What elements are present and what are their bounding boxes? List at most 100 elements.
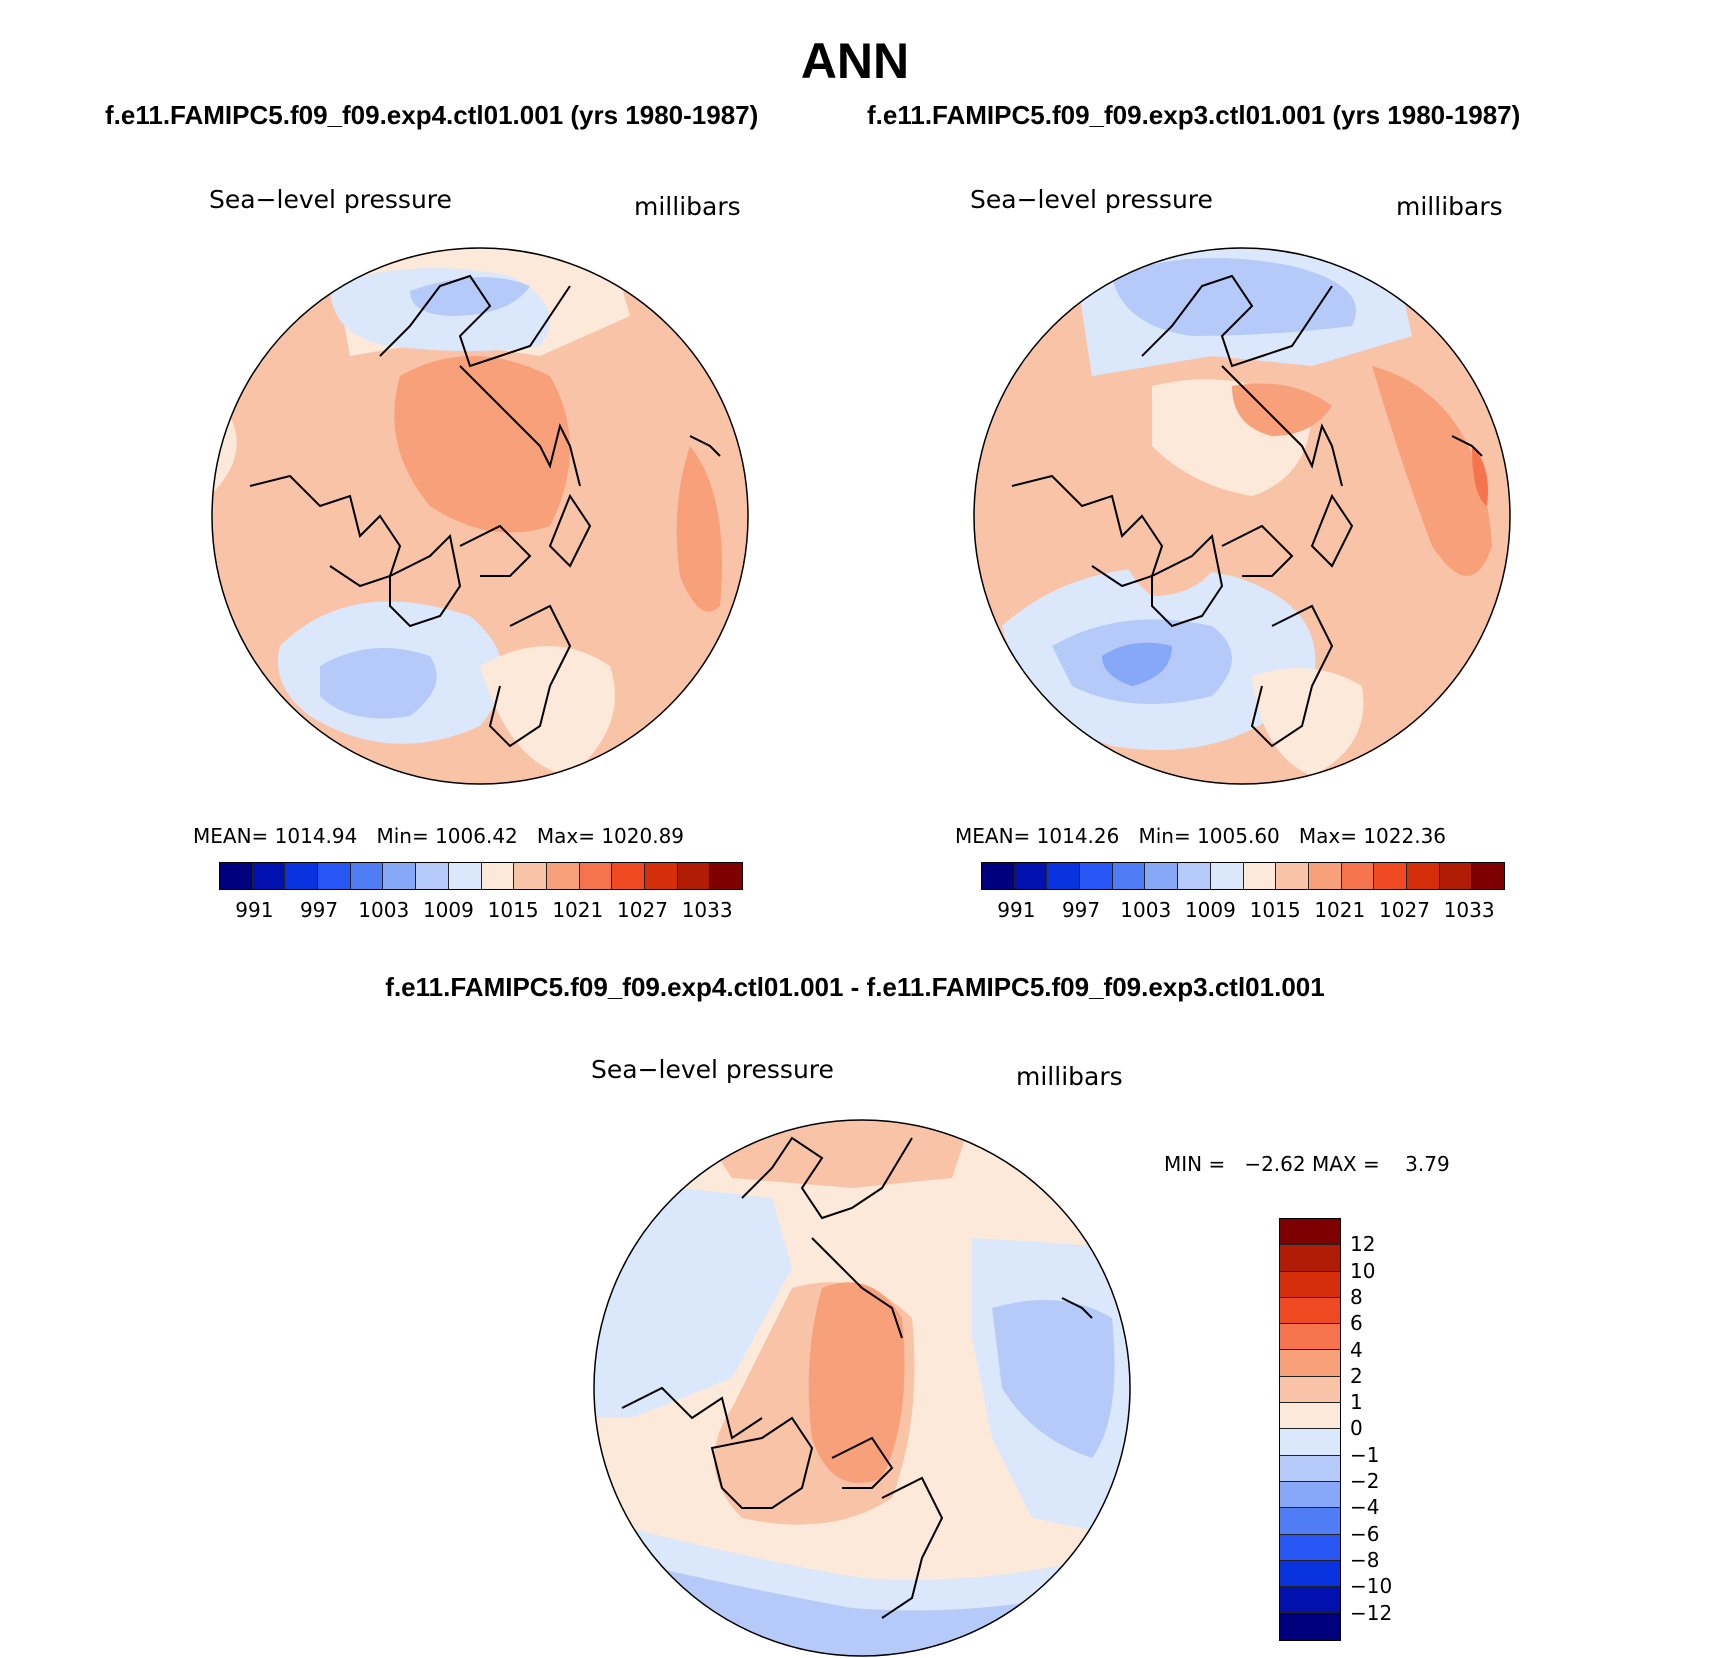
- colorbar-swatch: [1112, 863, 1146, 889]
- colorbar-swatch: [982, 863, 1015, 889]
- colorbar-swatch: [448, 863, 482, 889]
- colorbar-swatch: [1243, 863, 1277, 889]
- colorbar-swatch: [514, 863, 547, 889]
- map2-boundary: [973, 247, 1511, 785]
- panel1-min-label: Min=: [376, 824, 429, 848]
- colorbar-tick-label: 1027: [617, 898, 668, 922]
- colorbar-swatch: [481, 863, 515, 889]
- colorbar-swatch: [1439, 863, 1473, 889]
- colorbar-swatch: [318, 863, 351, 889]
- colorbar-swatch: [1280, 1613, 1340, 1640]
- colorbar-tick-label: −10: [1350, 1574, 1393, 1599]
- map2-fill-icelandic-low: [1102, 642, 1172, 686]
- colorbar-swatch: [1047, 863, 1081, 889]
- page-title: ANN: [800, 33, 910, 89]
- panel1-mean-label: MEAN=: [193, 824, 269, 848]
- colorbar-swatch: [1280, 1481, 1340, 1509]
- map1-fill-icelandic-low: [320, 648, 437, 719]
- colorbar-swatch: [1280, 1297, 1340, 1325]
- colorbar-swatch: [285, 863, 319, 889]
- colorbar-swatch: [383, 863, 417, 889]
- map2-fill-siberian-core: [1472, 446, 1488, 506]
- polar-map-exp3: [973, 247, 1511, 785]
- colorbar-tick-label: −12: [1350, 1600, 1393, 1625]
- colorbar-tick-label: 991: [235, 898, 274, 922]
- colorbar-tick-label: 1009: [422, 898, 474, 922]
- diff-stats: MIN = −2.62 MAX = 3.79: [1164, 1152, 1450, 1176]
- colorbar-swatch: [252, 863, 286, 889]
- panel2-max-label: Max=: [1298, 824, 1357, 848]
- panel2-units-label: millibars: [1396, 192, 1503, 221]
- colorbar-swatch: [710, 863, 742, 889]
- colorbar-swatch: [350, 863, 384, 889]
- colorbar-swatch: [1276, 863, 1309, 889]
- colorbar-swatch: [1280, 1455, 1340, 1482]
- map3-fill-siberia-negative: [992, 1300, 1115, 1458]
- colorbar-tick-label: 997: [1061, 898, 1101, 922]
- map2-coastlines: [1011, 274, 1483, 748]
- diff-max-value: 3.79: [1405, 1152, 1450, 1176]
- colorbar-tick-label: 1033: [1443, 898, 1495, 922]
- colorbar-tick-label: 1021: [1314, 898, 1366, 922]
- colorbar-swatch: [1178, 863, 1211, 889]
- colorbar-tick-label: 4: [1350, 1337, 1363, 1362]
- panel2-stats: MEAN= 1014.26 Min= 1005.60 Max= 1022.36: [955, 824, 1446, 848]
- colorbar-tick-label: −4: [1350, 1495, 1380, 1520]
- map1-fill-europe: [480, 646, 615, 776]
- panel1-mean-value: 1014.94: [274, 824, 358, 848]
- colorbar-difference: [1279, 1218, 1341, 1641]
- colorbar-exp4: [219, 862, 743, 890]
- panel2-min-label: Min=: [1138, 824, 1191, 848]
- colorbar-swatch: [1280, 1350, 1340, 1377]
- colorbar-tick-label: 10: [1350, 1258, 1376, 1283]
- colorbar-tick-label: 1015: [487, 898, 539, 922]
- colorbar-tick-label: 1003: [1120, 898, 1172, 922]
- colorbar-tick-label: 1009: [1184, 898, 1236, 922]
- colorbar-exp4-ticks: 991 997 1003 1009 1015 1021 1027 1033: [222, 898, 740, 922]
- colorbar-swatch: [579, 863, 613, 889]
- colorbar-tick-label: 1015: [1249, 898, 1301, 922]
- colorbar-swatch: [1145, 863, 1179, 889]
- diff-variable-label: Sea−level pressure: [591, 1055, 834, 1084]
- colorbar-exp3: [981, 862, 1505, 890]
- diff-min-value: −2.62: [1244, 1152, 1306, 1176]
- colorbar-tick-label: 2: [1350, 1363, 1363, 1388]
- colorbar-swatch: [546, 863, 580, 889]
- colorbar-tick-label: 1: [1350, 1390, 1363, 1415]
- map3-fill-arctic-core: [808, 1282, 905, 1483]
- colorbar-tick-label: 1003: [358, 898, 410, 922]
- colorbar-tick-label: −2: [1350, 1469, 1380, 1493]
- colorbar-tick-label: 1021: [552, 898, 604, 922]
- panel2-max-value: 1022.36: [1363, 824, 1447, 848]
- colorbar-tick-label: 0: [1350, 1416, 1363, 1441]
- map3-fill-west-negative: [594, 1178, 792, 1418]
- colorbar-swatch: [1280, 1429, 1340, 1456]
- map2-fill-arctic-high: [1232, 383, 1332, 436]
- colorbar-tick-label: 1033: [681, 898, 733, 922]
- polar-map-exp4: [211, 247, 749, 785]
- colorbar-swatch: [612, 863, 645, 889]
- panel1-units-label: millibars: [634, 192, 741, 221]
- colorbar-tick-label: −6: [1350, 1521, 1380, 1546]
- colorbar-swatch: [220, 863, 253, 889]
- colorbar-swatch: [1406, 863, 1440, 889]
- colorbar-swatch: [1472, 863, 1504, 889]
- colorbar-swatch: [1280, 1587, 1340, 1614]
- colorbar-tick-label: −1: [1350, 1442, 1380, 1467]
- map1-boundary: [211, 247, 749, 785]
- panel1-min-value: 1006.42: [435, 824, 518, 848]
- map1-fill-siberian-high: [676, 446, 722, 612]
- colorbar-swatch: [1280, 1324, 1340, 1351]
- colorbar-swatch: [1280, 1376, 1340, 1404]
- case-title-right: f.e11.FAMIPC5.f09_f09.exp3.ctl01.001 (yr…: [867, 100, 1521, 130]
- colorbar-swatch: [1280, 1271, 1340, 1298]
- panel1-max-label: Max=: [536, 824, 595, 848]
- colorbar-swatch: [1341, 863, 1375, 889]
- panel2-variable-label: Sea−level pressure: [970, 185, 1213, 214]
- diff-units-label: millibars: [1016, 1062, 1123, 1091]
- colorbar-tick-label: 991: [997, 898, 1036, 922]
- colorbar-swatch: [416, 863, 449, 889]
- colorbar-exp3-ticks: 991 997 1003 1009 1015 1021 1027 1033: [984, 898, 1502, 922]
- colorbar-swatch: [644, 863, 678, 889]
- difference-title: f.e11.FAMIPC5.f09_f09.exp4.ctl01.001 - f…: [385, 972, 1325, 1002]
